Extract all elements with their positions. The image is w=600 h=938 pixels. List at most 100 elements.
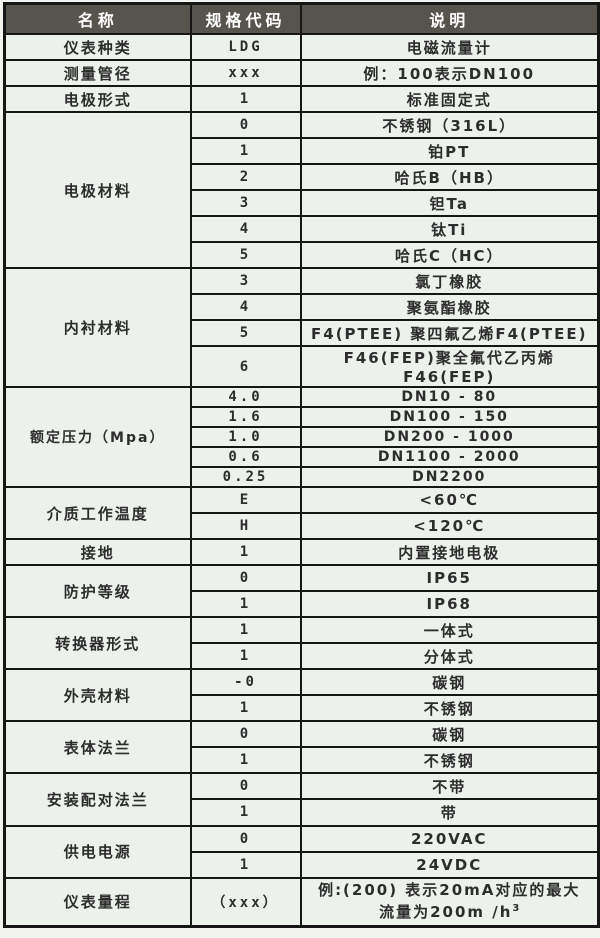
spec-description-cell: 例:(200) 表示20mA对应的最大 流量为200m /h3 [299,876,600,928]
table-row: 供电电源 0 220VAC [3,824,600,879]
spec-code-cell: 1 [189,746,302,775]
spec-code-cell: 1.6 [189,406,302,429]
table-row: 仪表量程 （xxx） 例:(200) 表示20mA对应的最大 流量为200m /h3 [3,876,600,928]
table-row: 防护等级 0 IP65 [3,564,600,619]
spec-name-cell: 仪表种类 [3,32,192,62]
table-row: 内衬材料 3 氯丁橡胶 [3,267,600,389]
spec-description-cell: 分体式 [299,642,600,671]
table-row: 额定压力（Mpa） 4.0 DN10 - 80 [3,386,600,489]
spec-code-cell: 0 [189,772,302,801]
table-row: 1.0 DN200 - 1000 [5,426,600,449]
spec-description-cell: 24VDC [299,850,600,879]
table-row: 电极形式 1 标准固定式 [3,85,600,114]
header-row: 名称 规格代码 说明 [3,2,600,35]
spec-description-cell: <120℃ [299,512,600,541]
spec-code-cell: 1 [189,85,302,114]
spec-description-cell: 钛Ti [299,215,600,244]
spec-description-cell: DN2200 [299,466,600,489]
spec-name-cell: 表体法兰 [3,720,192,775]
spec-name-cell: 转换器形式 [3,616,192,671]
table-row: 5 F4(PTEE) 聚四氟乙烯F4(PTEE) [5,319,600,348]
spec-description-cell: 氯丁橡胶 [299,267,600,296]
table-row: H <120℃ [5,512,600,541]
spec-description-cell: IP68 [299,590,600,619]
spec-description-line: 流量为200m /h3 [379,902,520,921]
spec-code-cell: 1 [189,694,302,723]
column-header-description: 说明 [299,2,600,35]
spec-description-cell: 碳钢 [299,720,600,749]
spec-table-header: 名称 规格代码 说明 [3,2,600,35]
table-row: 1 IP68 [5,590,600,619]
table-row: 1 24VDC [5,850,600,879]
spec-code-cell: 3 [189,189,302,218]
spec-code-cell: 2 [189,163,302,192]
spec-description-cell: 一体式 [299,616,600,645]
spec-description-cell: F46(FEP)聚全氟代乙丙烯F46(FEP) [299,345,600,389]
spec-code-cell: 1 [189,616,302,645]
spec-name-cell: 安装配对法兰 [3,772,192,827]
table-row: 5 哈氏C（HC） [5,241,600,270]
spec-description-cell: 例：100表示DN100 [299,59,600,88]
spec-name-cell: 额定压力（Mpa） [3,386,192,489]
table-row: 转换器形式 1 一体式 [3,616,600,671]
table-row: 介质工作温度 E <60℃ [3,486,600,541]
spec-code-cell: 1 [189,137,302,166]
spec-name-cell: 测量管径 [3,59,192,88]
spec-code-cell: 0 [189,564,302,593]
table-row: 仪表种类 LDG 电磁流量计 [3,32,600,62]
table-row: 接地 1 内置接地电极 [3,538,600,567]
table-row: 安装配对法兰 0 不带 [3,772,600,827]
spec-code-cell: 0 [189,824,302,853]
table-row: 3 钽Ta [5,189,600,218]
table-row: 表体法兰 0 碳钢 [3,720,600,775]
table-row: 测量管径 xxx 例：100表示DN100 [3,59,600,88]
spec-code-cell: 0 [189,111,302,140]
spec-code-cell: 4.0 [189,386,302,409]
spec-name-cell: 仪表量程 [3,876,192,928]
spec-description-cell: 哈氏C（HC） [299,241,600,270]
spec-code-cell: （xxx） [189,876,302,928]
spec-code-cell: 1 [189,850,302,879]
spec-description-cell: 带 [299,798,600,827]
spec-description-cell: <60℃ [299,486,600,515]
spec-code-cell: 5 [189,319,302,348]
spec-code-cell: -0 [189,668,302,697]
spec-description-cell: DN10 - 80 [299,386,600,409]
spec-code-cell: 0.6 [189,446,302,469]
spec-table: 名称 规格代码 说明 仪表种类 LDG 电磁流量计 测量管径 xxx 例：100表示DN1… [3,2,600,928]
spec-table-body: 仪表种类 LDG 电磁流量计 测量管径 xxx 例：100表示DN100 电极形式 1 标准固定… [3,32,600,928]
table-row: 1.6 DN100 - 150 [5,406,600,429]
spec-name-cell: 电极形式 [3,85,192,114]
spec-description-cell: 哈氏B（HB） [299,163,600,192]
spec-code-cell: 1 [189,798,302,827]
spec-description-cell: DN1100 - 2000 [299,446,600,469]
spec-description-cell: 电磁流量计 [299,32,600,62]
spec-code-cell: 3 [189,267,302,296]
table-row: 1 不锈钢 [5,694,600,723]
spec-code-cell: 4 [189,293,302,322]
table-row: 0.6 DN1100 - 2000 [5,446,600,469]
spec-name-cell: 电极材料 [3,111,192,270]
spec-code-cell: xxx [189,59,302,88]
spec-code-cell: LDG [189,32,302,62]
column-header-name: 名称 [3,2,192,35]
spec-description-cell: DN100 - 150 [299,406,600,429]
table-row: 1 不锈钢 [5,746,600,775]
spec-description-cell: DN200 - 1000 [299,426,600,449]
spec-description-cell: IP65 [299,564,600,593]
column-header-code: 规格代码 [189,2,302,35]
spec-description-cell: 不锈钢（316L） [299,111,600,140]
spec-description-cell: 铂PT [299,137,600,166]
spec-description-line: 例:(200) 表示20mA对应的最大 [318,881,581,900]
spec-code-cell: 0 [189,720,302,749]
spec-name-cell: 内衬材料 [3,267,192,389]
table-row: 1 分体式 [5,642,600,671]
spec-description-cell: 不锈钢 [299,694,600,723]
spec-description-cell: 聚氨酯橡胶 [299,293,600,322]
spec-code-cell: 1 [189,642,302,671]
table-row: 6 F46(FEP)聚全氟代乙丙烯F46(FEP) [5,345,600,389]
table-row: 2 哈氏B（HB） [5,163,600,192]
table-row: 0.25 DN2200 [5,466,600,489]
